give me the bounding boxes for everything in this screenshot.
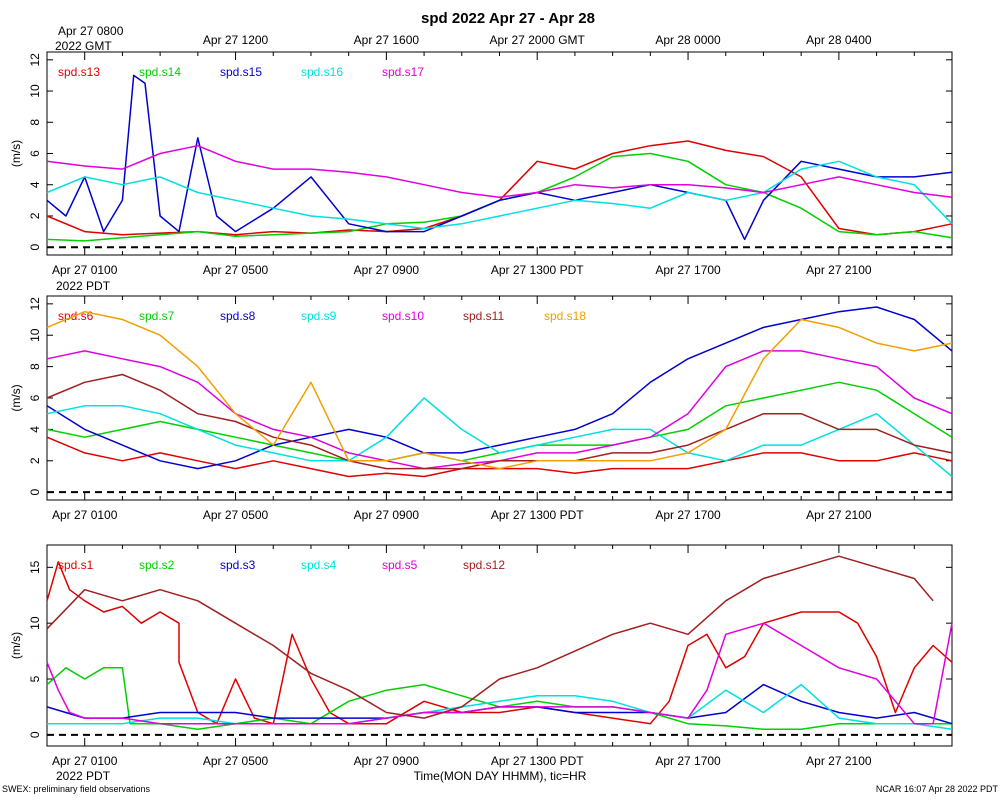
series-line-spd-s12 xyxy=(46,555,934,719)
chart-panel-1: 0 2 4 6 8 10 12 (m/s) spd.s13 spd.s14 spd.s15 spd.s… xyxy=(9,51,953,293)
y-tick-label: 8 xyxy=(28,119,42,126)
x-tick-label: Apr 27 0100 xyxy=(52,508,118,522)
chart-title: spd 2022 Apr 27 - Apr 28 xyxy=(421,10,595,27)
x-tick-label: Apr 27 0100 xyxy=(52,754,118,768)
y-tick-label: 10 xyxy=(28,616,42,630)
x-axis-label: Time(MON DAY HHMM), tic=HR xyxy=(414,769,587,783)
series-line-spd-s18 xyxy=(46,310,953,470)
x-tick-label: Apr 27 0900 xyxy=(354,754,420,768)
footer-right: NCAR 16:07 Apr 28 2022 PDT xyxy=(876,784,999,794)
y-tick-label: 10 xyxy=(28,328,42,342)
legend-entry: spd.s5 xyxy=(382,558,418,572)
series-line-spd-s10 xyxy=(46,350,953,470)
series-line-spd-s13 xyxy=(46,140,953,236)
x-tick-label: Apr 27 1300 PDT xyxy=(491,508,584,522)
y-tick-label: 6 xyxy=(28,394,42,401)
footer-left: SWEX: preliminary field observations xyxy=(2,784,151,794)
series-line-spd-s17 xyxy=(46,144,953,198)
series-line-spd-s4 xyxy=(47,683,953,731)
x-tick-label: Apr 27 1700 xyxy=(655,508,721,522)
x-tick-label: Apr 27 0500 xyxy=(203,508,269,522)
legend-entry: spd.s12 xyxy=(463,558,505,572)
series-line-spd-s16 xyxy=(46,160,953,230)
legend-entry: spd.s10 xyxy=(382,309,424,323)
legend-entry: spd.s18 xyxy=(544,309,586,323)
x-tick-label: Apr 27 1300 PDT xyxy=(491,754,584,768)
y-tick-label: 6 xyxy=(28,150,42,157)
top-axis-first-sub: 2022 GMT xyxy=(55,39,112,53)
y-axis-label: (m/s) xyxy=(9,140,23,167)
series-line-spd-s1 xyxy=(46,561,953,725)
y-tick-label: 2 xyxy=(28,457,42,464)
top-axis-tick-label: Apr 27 2000 GMT xyxy=(490,33,586,47)
series-line-spd-s2 xyxy=(46,667,952,731)
legend-entry: spd.s9 xyxy=(301,309,337,323)
x-tick-label: Apr 27 2100 xyxy=(806,263,872,277)
y-axis-label: (m/s) xyxy=(9,632,23,659)
legend-entry: spd.s1 xyxy=(58,558,94,572)
series-line-spd-s11 xyxy=(46,373,953,470)
x-tick-label: Apr 27 1300 PDT xyxy=(491,263,584,277)
y-tick-label: 0 xyxy=(28,488,42,495)
series-line-spd-s5 xyxy=(46,622,953,725)
legend-entry: spd.s17 xyxy=(382,65,424,79)
legend-entry: spd.s7 xyxy=(139,309,175,323)
x-tick-label: Apr 27 2100 xyxy=(806,754,872,768)
plot-frame xyxy=(46,544,953,747)
top-axis-tick-label: Apr 27 1600 xyxy=(354,33,420,47)
plot-frame xyxy=(46,51,953,256)
y-tick-label: 12 xyxy=(28,297,42,311)
x-tick-label: Apr 27 0100 xyxy=(52,263,118,277)
top-axis-labels: Apr 27 1200 Apr 27 1600 Apr 27 2000 GMT Apr… xyxy=(203,33,872,47)
legend-entry: spd.s8 xyxy=(220,309,256,323)
legend-entry: spd.s14 xyxy=(139,65,181,79)
y-tick-label: 2 xyxy=(28,212,42,219)
x-tick-label: Apr 27 1700 xyxy=(655,754,721,768)
legend-entry: spd.s11 xyxy=(463,309,504,323)
x-tick-label: Apr 27 0500 xyxy=(203,263,269,277)
y-tick-label: 15 xyxy=(28,560,42,574)
y-tick-label: 4 xyxy=(28,181,42,188)
x-axis-sub-label: 2022 PDT xyxy=(56,279,111,293)
y-tick-label: 10 xyxy=(28,84,42,98)
legend-entry: spd.s2 xyxy=(139,558,175,572)
legend-entry: spd.s15 xyxy=(220,65,262,79)
series-line-spd-s9 xyxy=(46,397,953,478)
x-tick-label: Apr 27 1700 xyxy=(655,263,721,277)
legend-entry: spd.s16 xyxy=(301,65,343,79)
y-tick-label: 4 xyxy=(28,426,42,433)
x-tick-label: Apr 27 0500 xyxy=(203,754,269,768)
chart-panel-3: 0 5 10 15 (m/s) spd.s1 spd.s2 spd.s3 spd.s4 spd.s… xyxy=(9,544,953,768)
x-tick-label: Apr 27 0900 xyxy=(354,508,420,522)
x-tick-label: Apr 27 0900 xyxy=(354,263,420,277)
y-axis-label: (m/s) xyxy=(9,384,23,411)
y-tick-label: 5 xyxy=(28,675,42,682)
plot-frame xyxy=(46,295,953,501)
y-tick-label: 8 xyxy=(28,363,42,370)
series-line-spd-s6 xyxy=(46,436,953,478)
legend-entry: spd.s13 xyxy=(58,65,100,79)
x-tick-label: Apr 27 2100 xyxy=(806,508,872,522)
series-line-spd-s7 xyxy=(46,381,953,462)
series-line-spd-s15 xyxy=(46,74,953,241)
top-axis-tick-label: Apr 27 1200 xyxy=(203,33,269,47)
y-tick-label: 12 xyxy=(28,53,42,67)
top-axis-tick-label: Apr 28 0000 xyxy=(655,33,721,47)
y-tick-label: 0 xyxy=(28,244,42,251)
legend-entry: spd.s3 xyxy=(220,558,256,572)
legend-entry: spd.s4 xyxy=(301,558,337,572)
top-axis-first-label: Apr 27 0800 xyxy=(58,24,124,38)
bottom-axis-sub: 2022 PDT xyxy=(56,769,111,783)
top-axis-tick-label: Apr 28 0400 xyxy=(806,33,872,47)
y-tick-label: 0 xyxy=(28,731,42,738)
